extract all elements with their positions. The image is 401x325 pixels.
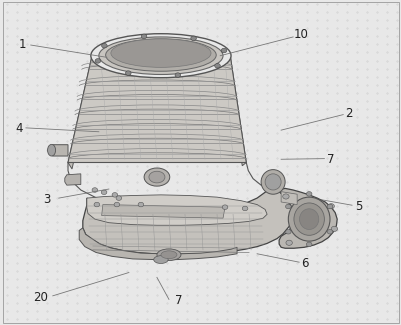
Text: 5: 5 (354, 200, 362, 213)
Ellipse shape (91, 34, 231, 78)
Ellipse shape (260, 170, 284, 194)
Circle shape (116, 196, 122, 200)
Polygon shape (83, 187, 292, 254)
Circle shape (221, 48, 226, 53)
Circle shape (190, 36, 196, 41)
Ellipse shape (160, 251, 176, 259)
Ellipse shape (111, 39, 211, 67)
Polygon shape (68, 56, 96, 169)
Ellipse shape (299, 209, 318, 229)
Text: 4: 4 (15, 122, 22, 135)
Circle shape (94, 202, 99, 207)
Text: 2: 2 (344, 108, 352, 121)
Ellipse shape (144, 168, 169, 186)
Circle shape (327, 203, 334, 209)
Polygon shape (87, 195, 266, 225)
Circle shape (242, 206, 247, 211)
Polygon shape (79, 228, 237, 260)
Circle shape (326, 229, 332, 234)
Ellipse shape (105, 39, 216, 71)
Circle shape (326, 204, 332, 209)
Circle shape (101, 44, 107, 48)
Circle shape (112, 193, 117, 197)
Text: 1: 1 (19, 38, 26, 51)
Circle shape (222, 205, 227, 209)
Ellipse shape (153, 256, 168, 264)
Polygon shape (226, 56, 246, 166)
Ellipse shape (99, 37, 223, 74)
Polygon shape (280, 192, 296, 204)
Polygon shape (276, 188, 336, 248)
Circle shape (285, 229, 290, 234)
Ellipse shape (288, 197, 329, 241)
Polygon shape (51, 145, 68, 156)
Polygon shape (101, 204, 225, 218)
Circle shape (92, 188, 97, 192)
Circle shape (138, 202, 143, 207)
Circle shape (330, 226, 337, 231)
Circle shape (125, 71, 131, 75)
Ellipse shape (156, 249, 180, 261)
Ellipse shape (148, 171, 164, 183)
Circle shape (285, 204, 290, 209)
Text: 20: 20 (33, 291, 48, 304)
Circle shape (101, 190, 107, 195)
Text: 10: 10 (293, 28, 308, 41)
Circle shape (114, 202, 119, 207)
Ellipse shape (293, 203, 324, 235)
Circle shape (214, 63, 220, 68)
Circle shape (95, 58, 100, 63)
Circle shape (282, 194, 288, 199)
Ellipse shape (264, 174, 280, 190)
Polygon shape (68, 56, 246, 162)
Circle shape (285, 240, 292, 245)
Ellipse shape (47, 144, 55, 156)
Text: 6: 6 (301, 257, 308, 270)
Circle shape (174, 73, 180, 77)
Text: 3: 3 (43, 193, 51, 206)
Circle shape (306, 242, 311, 247)
Text: 7: 7 (175, 294, 182, 307)
Circle shape (306, 192, 311, 196)
Polygon shape (65, 174, 81, 185)
Circle shape (141, 34, 146, 39)
Text: 7: 7 (327, 153, 334, 166)
